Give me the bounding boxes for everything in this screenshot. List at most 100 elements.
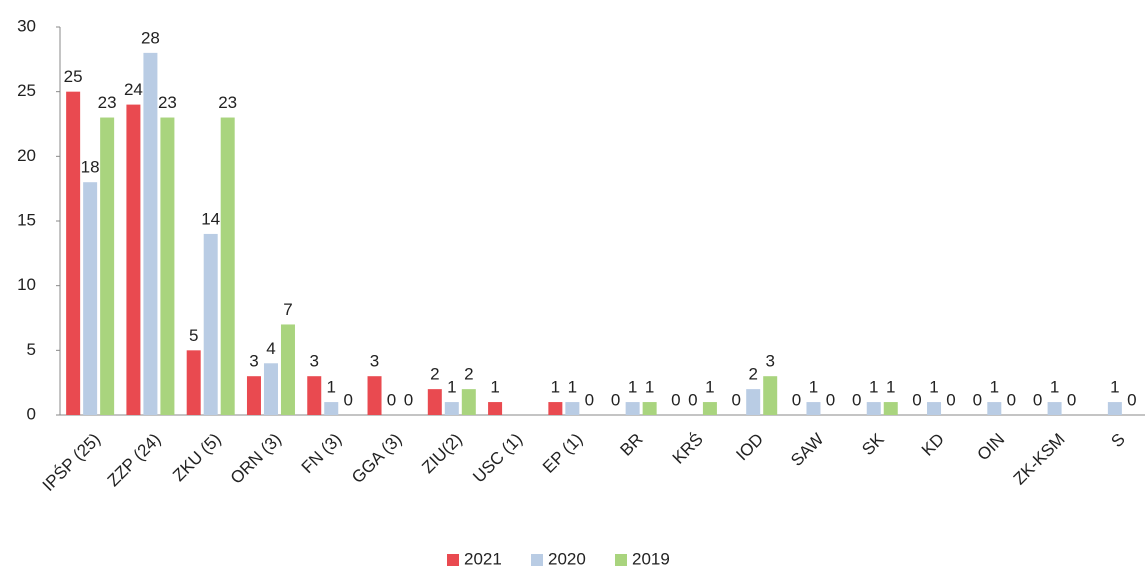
bar [548, 402, 563, 415]
data-label: 1 [327, 378, 336, 397]
y-tick-label: 10 [17, 275, 36, 294]
bar [746, 389, 761, 415]
bar [143, 52, 158, 415]
data-label: 0 [688, 390, 697, 409]
data-label: 0 [1067, 390, 1076, 409]
x-tick-label: FN (3) [298, 430, 345, 477]
x-tick-label: ZIU(2) [418, 430, 465, 477]
x-tick-label: ORN (3) [227, 430, 285, 488]
bar [488, 402, 503, 415]
bar [625, 402, 640, 415]
data-label: 0 [585, 390, 594, 409]
data-label: 2 [430, 365, 439, 384]
data-label: 0 [1033, 390, 1042, 409]
x-tick-label: OIN [973, 430, 1008, 465]
data-label: 0 [344, 390, 353, 409]
bar [883, 402, 898, 415]
bar [444, 402, 459, 415]
bar [186, 350, 201, 415]
bar [246, 376, 261, 415]
bar [220, 117, 235, 416]
data-label: 7 [283, 300, 292, 319]
data-label: 3 [249, 352, 258, 371]
y-tick-label: 30 [17, 16, 36, 35]
x-tick-label: EP (1) [539, 430, 586, 477]
data-label: 1 [568, 378, 577, 397]
data-label: 1 [1050, 378, 1059, 397]
legend-label: 2019 [632, 549, 670, 568]
bar [66, 91, 81, 416]
y-tick-label: 0 [27, 404, 36, 423]
data-label: 28 [141, 28, 160, 47]
data-label: 1 [990, 378, 999, 397]
data-label: 5 [189, 326, 198, 345]
data-label: 1 [705, 378, 714, 397]
data-label: 0 [1007, 390, 1016, 409]
bar [307, 376, 322, 415]
bar [367, 376, 382, 415]
x-tick-label: ZZP (24) [104, 430, 165, 491]
legend-swatch [615, 554, 627, 566]
data-label: 1 [869, 378, 878, 397]
y-tick-label: 15 [17, 210, 36, 229]
y-tick-label: 20 [17, 146, 36, 165]
bar [1047, 402, 1062, 415]
bar [987, 402, 1002, 415]
bar [263, 363, 278, 415]
bar [702, 402, 717, 415]
legend-swatch [531, 554, 543, 566]
data-label: 1 [645, 378, 654, 397]
legend-swatch [447, 554, 459, 566]
bar [160, 117, 175, 416]
data-label: 0 [792, 390, 801, 409]
data-label: 14 [201, 209, 220, 228]
data-label: 0 [852, 390, 861, 409]
data-label: 0 [826, 390, 835, 409]
y-tick-label: 5 [27, 340, 36, 359]
bar [324, 402, 339, 415]
data-label: 0 [671, 390, 680, 409]
data-label: 3 [765, 352, 774, 371]
x-tick-label: IPŚP (25) [39, 430, 104, 495]
data-label: 1 [809, 378, 818, 397]
x-tick-label: ZK-KSM [1010, 430, 1069, 489]
bar [461, 389, 476, 415]
data-label: 1 [447, 378, 456, 397]
bar [866, 402, 881, 415]
data-label: 3 [310, 352, 319, 371]
data-label: 1 [628, 378, 637, 397]
data-label: 1 [886, 378, 895, 397]
bar [642, 402, 657, 415]
bar [83, 182, 98, 415]
bar [100, 117, 115, 416]
data-label: 25 [64, 67, 83, 86]
data-label: 18 [81, 158, 100, 177]
bar [565, 402, 580, 415]
legend-label: 2020 [548, 549, 586, 568]
data-label: 23 [98, 93, 117, 112]
data-label: 1 [490, 378, 499, 397]
x-tick-label: USC (1) [469, 430, 526, 487]
data-label: 23 [218, 93, 237, 112]
x-tick-label: SK [858, 429, 888, 459]
bar [806, 402, 821, 415]
data-label: 0 [611, 390, 620, 409]
data-label: 2 [748, 365, 757, 384]
data-label: 0 [731, 390, 740, 409]
data-label: 0 [946, 390, 955, 409]
x-tick-label: IOD [732, 430, 767, 465]
x-tick-label: ZKU (5) [169, 430, 225, 486]
data-label: 1 [1110, 378, 1119, 397]
data-label: 4 [266, 339, 275, 358]
x-tick-label: KD [918, 430, 948, 460]
data-label: 0 [973, 390, 982, 409]
data-label: 23 [158, 93, 177, 112]
x-tick-label: SAW [787, 430, 827, 470]
bar [1107, 402, 1122, 415]
data-label: 0 [1127, 390, 1136, 409]
bar [203, 233, 218, 415]
legend-label: 2021 [464, 549, 502, 568]
bar [427, 389, 442, 415]
data-label: 1 [929, 378, 938, 397]
bar [927, 402, 942, 415]
